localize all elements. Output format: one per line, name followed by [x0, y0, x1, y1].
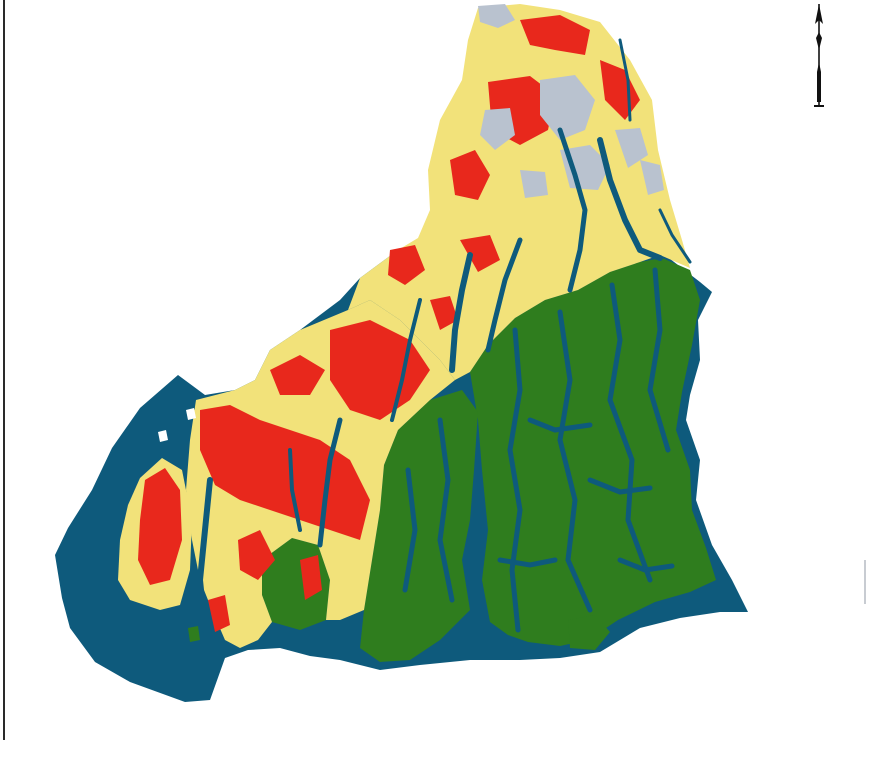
north-arrow-icon: [814, 4, 824, 107]
bare-land-patches: [478, 4, 664, 198]
frame-left-border: [3, 0, 5, 740]
mangrove-forest-area: [188, 626, 200, 642]
mangrove-forest-area: [568, 615, 610, 650]
islet: [158, 430, 168, 442]
islet: [186, 408, 196, 420]
tidal-creeks: [402, 267, 675, 633]
frame-edge-mark: [864, 560, 866, 604]
river-channels: [197, 38, 692, 633]
cropland-area: [348, 4, 690, 380]
settlement-clusters: [138, 15, 640, 632]
